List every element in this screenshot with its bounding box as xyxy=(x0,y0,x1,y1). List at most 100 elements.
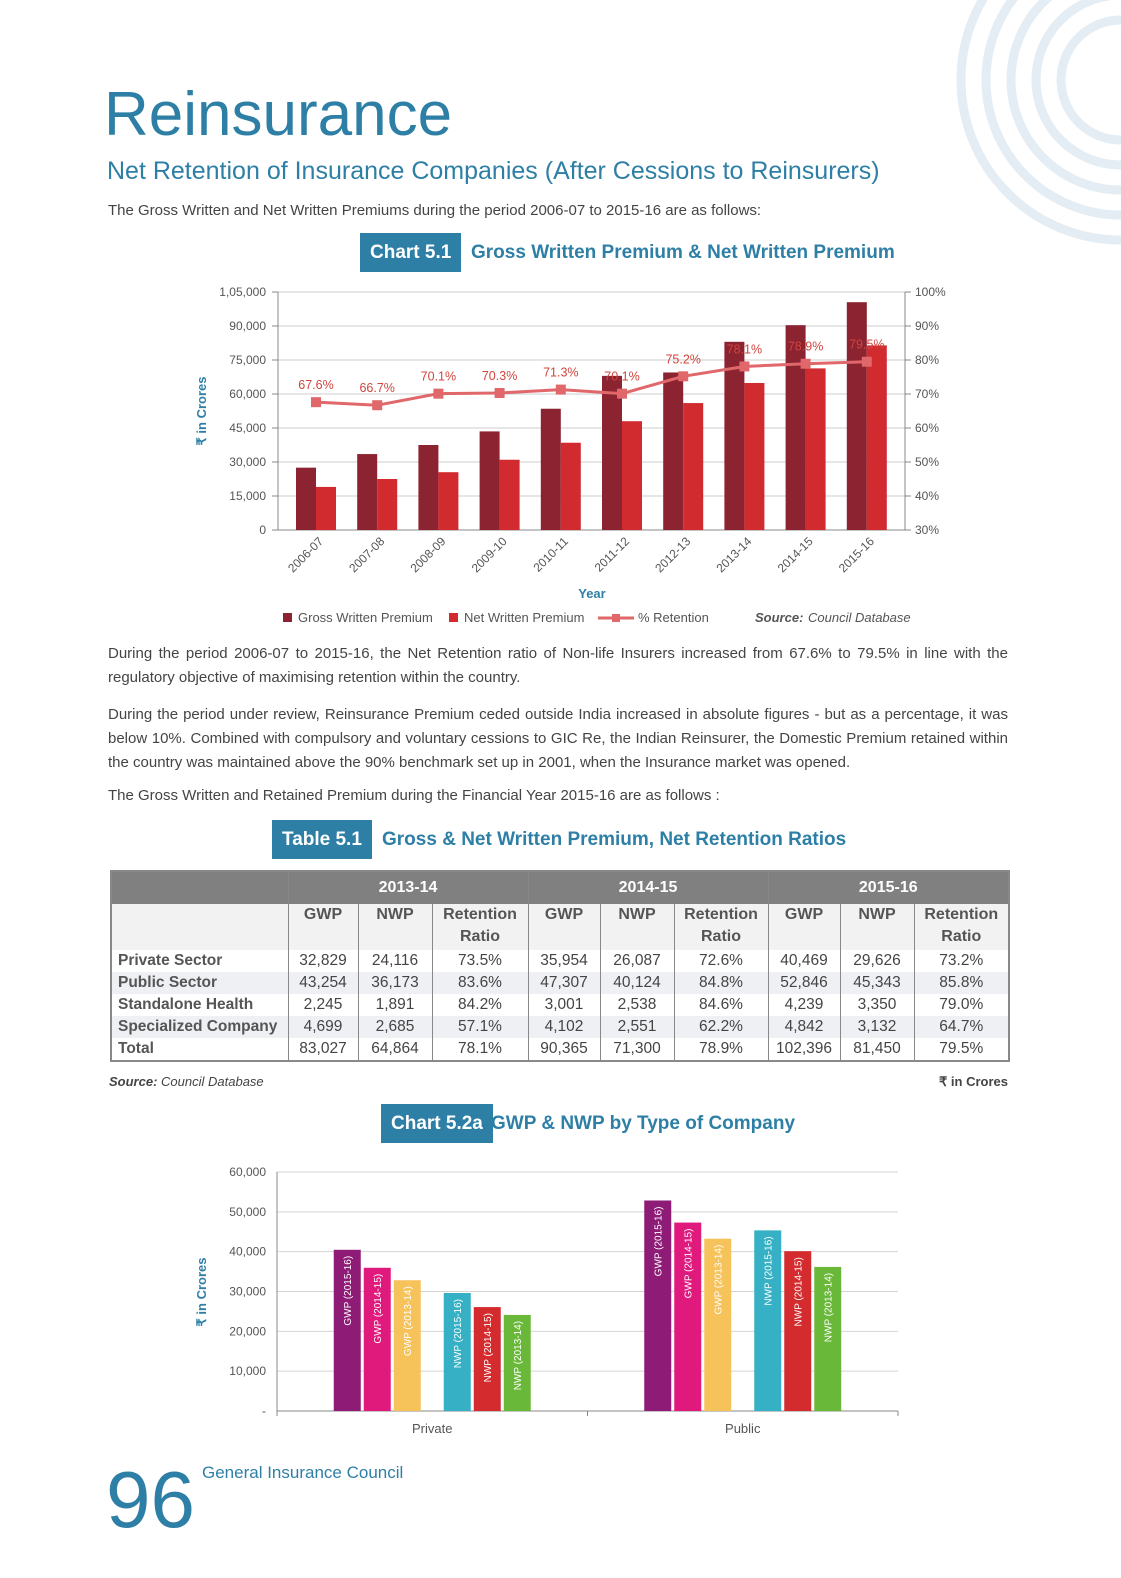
cell: 26,087 xyxy=(599,950,675,972)
line-marker xyxy=(555,384,566,395)
cell: 83,027 xyxy=(287,1038,359,1061)
chart-label: Chart 5.1 xyxy=(360,233,462,272)
x-tick-label: 2010-11 xyxy=(531,534,572,575)
bar xyxy=(866,345,887,530)
bar-label: NWP (2014-15) xyxy=(483,1313,494,1382)
cell: 45,343 xyxy=(839,972,915,994)
cell: 2,685 xyxy=(357,1016,433,1038)
bar xyxy=(316,486,336,530)
cell: 29,626 xyxy=(839,950,915,972)
cell: 62.2% xyxy=(673,1016,769,1038)
chart: 0 15,000 30,000 45,000 60,000 75,000 90,000 1,0… xyxy=(194,285,946,625)
x-tick-label: 2007-08 xyxy=(346,534,387,575)
bar xyxy=(393,1280,421,1411)
data-label: 70.1% xyxy=(421,370,456,384)
row-label: Private Sector xyxy=(110,950,289,972)
bar-label: GWP (2015-16) xyxy=(343,1256,354,1326)
y2-tick-label: 80% xyxy=(915,353,939,367)
cell: 2,551 xyxy=(599,1016,675,1038)
y-tick-label: 15,000 xyxy=(229,489,266,503)
cell: 24,116 xyxy=(357,950,433,972)
y-tick-label: 1,05,000 xyxy=(219,285,266,299)
cell: 32,829 xyxy=(287,950,359,972)
bar-label: NWP (2013-14) xyxy=(824,1273,835,1342)
bar xyxy=(540,408,561,530)
bar xyxy=(357,454,378,530)
bar xyxy=(805,368,826,530)
cell: 73.2% xyxy=(913,950,1010,972)
table-source: Source: Council Database xyxy=(109,1074,264,1089)
cell: 3,001 xyxy=(527,994,601,1016)
y-tick-label: 75,000 xyxy=(229,353,266,367)
column-header: NWP xyxy=(357,904,433,950)
y-axis-label: ₹ in Crores xyxy=(194,1258,209,1327)
y-tick-label: 40,000 xyxy=(229,1245,266,1259)
x-axis-label: Year xyxy=(578,586,605,601)
bar xyxy=(503,1314,531,1411)
bar xyxy=(846,302,867,530)
y-tick-label: 60,000 xyxy=(229,387,266,401)
y-tick-label: 30,000 xyxy=(229,455,266,469)
bar xyxy=(704,1238,732,1411)
bar-label: GWP (2013-14) xyxy=(403,1286,414,1356)
y2-tick-label: 60% xyxy=(915,421,939,435)
legend-label: Gross Written Premium xyxy=(298,610,433,625)
legend-swatch xyxy=(283,613,292,622)
table-row: Public Sector 43,254 36,173 83.6% 47,307 40,1… xyxy=(110,972,1010,994)
y2-tick-label: 40% xyxy=(915,489,939,503)
table-label: Table 5.1 xyxy=(272,820,372,859)
cell: 1,891 xyxy=(357,994,433,1016)
column-header: Retention Ratio xyxy=(913,904,1010,950)
line-marker xyxy=(800,358,811,369)
x-tick-label: Private xyxy=(412,1421,452,1436)
cell: 3,132 xyxy=(839,1016,915,1038)
paragraph: During the period 2006-07 to 2015-16, th… xyxy=(108,645,1008,686)
cell: 78.9% xyxy=(673,1038,769,1061)
bar xyxy=(622,421,642,530)
source-label: Source: xyxy=(109,1074,158,1089)
y-tick-label: 10,000 xyxy=(229,1364,266,1378)
bar xyxy=(744,382,765,530)
line-marker xyxy=(861,356,872,367)
y2-tick-label: 30% xyxy=(915,523,939,537)
bar-label: NWP (2013-14) xyxy=(513,1321,524,1390)
intro: The Gross Written and Net Written Premiu… xyxy=(108,202,762,219)
table-unit: ₹ in Crores xyxy=(939,1074,1008,1089)
line-marker xyxy=(433,388,444,399)
paragraph: During the period under review, Reinsura… xyxy=(108,706,1008,771)
cell: 4,239 xyxy=(767,994,841,1016)
bar-label: NWP (2015-16) xyxy=(453,1299,464,1368)
year-header: 2014-15 xyxy=(527,871,769,904)
corner xyxy=(110,871,289,904)
bar xyxy=(754,1230,782,1411)
cell: 102,396 xyxy=(767,1038,841,1061)
chart-title: Gross Written Premium & Net Written Prem… xyxy=(471,242,895,263)
footer-org: General Insurance Council xyxy=(202,1463,404,1482)
bar xyxy=(443,1292,471,1411)
x-tick-label: 2008-09 xyxy=(407,534,448,575)
bar xyxy=(363,1267,391,1411)
table-row: Private Sector 32,829 24,116 73.5% 35,954 26,… xyxy=(110,950,1010,972)
paragraph: The Gross Written and Retained Premium d… xyxy=(108,787,720,804)
cell: 72.6% xyxy=(673,950,769,972)
column-header: Retention Ratio xyxy=(673,904,769,950)
y2-tick-label: 100% xyxy=(915,285,946,299)
year-header: 2013-14 xyxy=(287,871,529,904)
x-tick-label: Public xyxy=(725,1421,761,1436)
legend-swatch xyxy=(612,614,620,622)
bar xyxy=(377,479,398,530)
data-label: 71.3% xyxy=(543,366,578,380)
legend-label: Net Written Premium xyxy=(464,610,584,625)
row-label: Standalone Health xyxy=(110,994,289,1016)
chart-label: Chart 5.2a xyxy=(381,1104,493,1143)
bar xyxy=(438,472,459,530)
cell: 36,173 xyxy=(357,972,433,994)
x-tick-label: 2014-15 xyxy=(775,534,816,575)
x-tick-label: 2011-12 xyxy=(592,534,633,575)
table-row: Standalone Health 2,245 1,891 84.2% 3,001 2,5… xyxy=(110,994,1010,1016)
bar xyxy=(784,1251,812,1411)
y-axis-label: ₹ in Crores xyxy=(194,377,209,446)
chart-title: GWP & NWP by Type of Company xyxy=(491,1113,796,1134)
page-title: Reinsurance xyxy=(104,80,453,149)
